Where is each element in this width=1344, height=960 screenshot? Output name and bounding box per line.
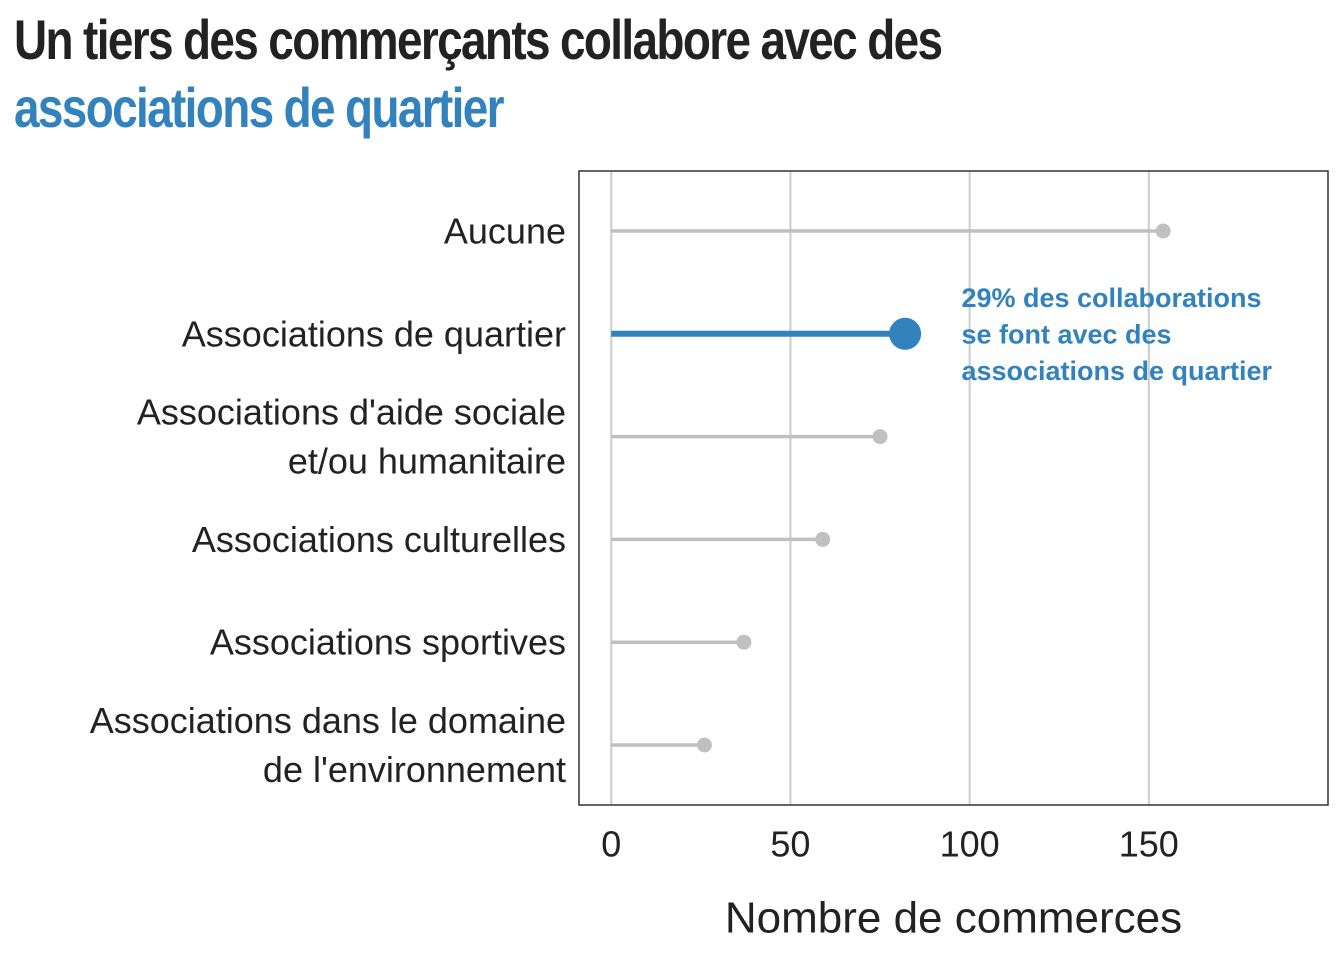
annotation-line-0: 29% des collaborations [961,283,1261,313]
chart-title: Un tiers des commerçants collabore avec … [14,6,943,142]
chart-title-line-2: associations de quartier [14,76,505,139]
lollipop-dot-5 [696,737,712,753]
x-tick-label-0: 0 [601,824,621,865]
category-label-4-0: Associations sportives [210,622,566,663]
category-label-5-0: Associations dans le domaine [90,700,566,741]
x-tick-label-100: 100 [940,824,1000,865]
lollipop-dot-0 [1155,223,1171,239]
category-label-0-0: Aucune [444,211,566,252]
x-axis-label: Nombre de commerces [725,894,1182,943]
lollipop-dot-3 [815,531,831,547]
category-label-2-1: et/ou humanitaire [288,441,566,482]
annotation-line-1: se font avec des [961,319,1171,349]
category-label-2-0: Associations d'aide sociale [137,392,566,433]
lollipop-dot-2 [872,429,888,445]
lollipop-dot-1 [889,317,922,350]
category-label-5-1: de l'environnement [263,749,566,790]
plot-panel-border [578,170,1329,806]
x-tick-label-150: 150 [1119,824,1179,865]
chart-title-line-1: Un tiers des commerçants collabore avec … [14,8,943,71]
lollipop-dot-4 [736,634,752,650]
x-tick-label-50: 50 [770,824,810,865]
annotation-line-2: associations de quartier [961,356,1272,386]
category-label-1-0: Associations de quartier [182,313,566,354]
category-label-3-0: Associations culturelles [192,519,566,560]
